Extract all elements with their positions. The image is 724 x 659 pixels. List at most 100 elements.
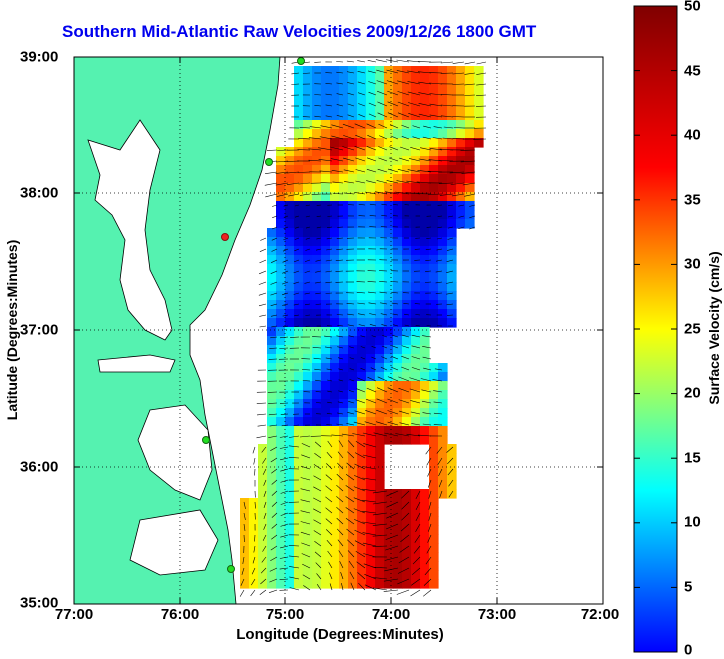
velocity-cell — [330, 498, 340, 508]
velocity-arrow — [336, 248, 344, 250]
velocity-arrow — [305, 248, 311, 251]
velocity-cell — [348, 210, 358, 220]
velocity-cell — [438, 399, 448, 409]
velocity-cell — [366, 426, 376, 436]
velocity-cell — [303, 399, 313, 409]
velocity-cell — [429, 165, 439, 175]
velocity-cell — [420, 192, 430, 202]
velocity-cell — [294, 417, 304, 427]
velocity-cell — [366, 417, 376, 427]
velocity-cell — [402, 120, 412, 130]
velocity-cell — [384, 426, 394, 436]
velocity-arrow — [411, 578, 421, 586]
velocity-cell — [411, 273, 421, 283]
velocity-cell — [339, 75, 349, 85]
velocity-arrow — [433, 126, 443, 129]
velocity-cell — [294, 570, 304, 580]
velocity-cell — [366, 219, 376, 229]
velocity-arrow — [407, 91, 421, 96]
velocity-cell — [447, 147, 457, 157]
velocity-cell — [402, 84, 412, 94]
velocity-cell — [438, 84, 448, 94]
velocity-cell — [411, 264, 421, 274]
velocity-arrow — [464, 83, 476, 86]
velocity-cell — [438, 363, 448, 373]
velocity-arrow — [372, 501, 388, 505]
velocity-arrow — [428, 490, 432, 499]
velocity-cell — [330, 516, 340, 526]
velocity-arrow — [346, 60, 355, 63]
velocity-cell — [294, 525, 304, 535]
velocity-arrow — [253, 457, 256, 465]
velocity-cell — [348, 417, 358, 427]
velocity-arrow — [379, 291, 388, 294]
velocity-cell — [267, 570, 277, 580]
velocity-arrow — [376, 409, 388, 415]
velocity-arrow — [291, 83, 300, 85]
velocity-cell — [465, 75, 475, 85]
velocity-cell — [348, 66, 358, 76]
velocity-cell — [276, 570, 286, 580]
velocity-arrow — [429, 148, 443, 151]
velocity-arrow — [401, 334, 410, 338]
velocity-arrow — [396, 70, 410, 74]
velocity-arrow — [330, 158, 344, 162]
velocity-cell — [312, 174, 322, 184]
velocity-cell — [321, 462, 331, 472]
velocity-arrow — [338, 379, 344, 382]
velocity-cell — [420, 336, 430, 346]
velocity-cell — [276, 201, 286, 211]
velocity-cell — [402, 156, 412, 166]
velocity-arrow — [476, 94, 487, 96]
velocity-cell — [411, 570, 421, 580]
velocity-arrow — [283, 226, 289, 229]
velocity-arrow — [368, 91, 377, 96]
velocity-cell — [348, 525, 358, 535]
velocity-arrow — [423, 578, 432, 586]
velocity-arrow — [426, 325, 432, 327]
velocity-arrow — [346, 462, 355, 470]
velocity-arrow — [299, 435, 311, 438]
velocity-cell — [438, 417, 448, 427]
velocity-cell — [429, 75, 439, 85]
velocity-arrow — [452, 116, 465, 118]
velocity-cell — [411, 489, 421, 499]
velocity-cell — [339, 381, 349, 391]
velocity-cell — [312, 480, 322, 490]
velocity-arrow — [332, 193, 344, 195]
velocity-cell — [312, 84, 322, 94]
velocity-cell — [348, 381, 358, 391]
velocity-cell — [420, 381, 430, 391]
velocity-arrow — [397, 101, 410, 107]
velocity-cell — [240, 579, 250, 589]
velocity-cell — [240, 543, 250, 553]
velocity-cell — [294, 507, 304, 517]
velocity-arrow — [268, 413, 278, 416]
velocity-arrow — [379, 281, 388, 283]
velocity-cell — [276, 255, 286, 265]
velocity-cell — [348, 390, 358, 400]
velocity-cell — [375, 246, 385, 256]
x-axis-label: Longitude (Degrees:Minutes) — [236, 626, 444, 643]
velocity-arrow — [316, 573, 322, 580]
velocity-arrow — [409, 377, 421, 382]
velocity-cell — [276, 291, 286, 301]
velocity-arrow — [387, 398, 399, 404]
velocity-cell — [429, 534, 439, 544]
velocity-cell — [447, 264, 457, 274]
velocity-cell — [321, 381, 331, 391]
velocity-arrow — [347, 313, 355, 316]
velocity-cell — [285, 579, 295, 589]
velocity-arrow — [388, 157, 399, 162]
velocity-cell — [447, 219, 457, 229]
velocity-cell — [285, 228, 295, 238]
velocity-cell — [384, 336, 394, 346]
velocity-arrow — [387, 168, 399, 173]
velocity-arrow — [280, 501, 289, 505]
velocity-arrow — [379, 135, 388, 140]
velocity-arrow — [312, 347, 322, 349]
velocity-cell — [348, 84, 358, 94]
velocity-cell — [357, 471, 367, 481]
velocity-cell — [465, 102, 475, 112]
velocity-cell — [420, 273, 430, 283]
